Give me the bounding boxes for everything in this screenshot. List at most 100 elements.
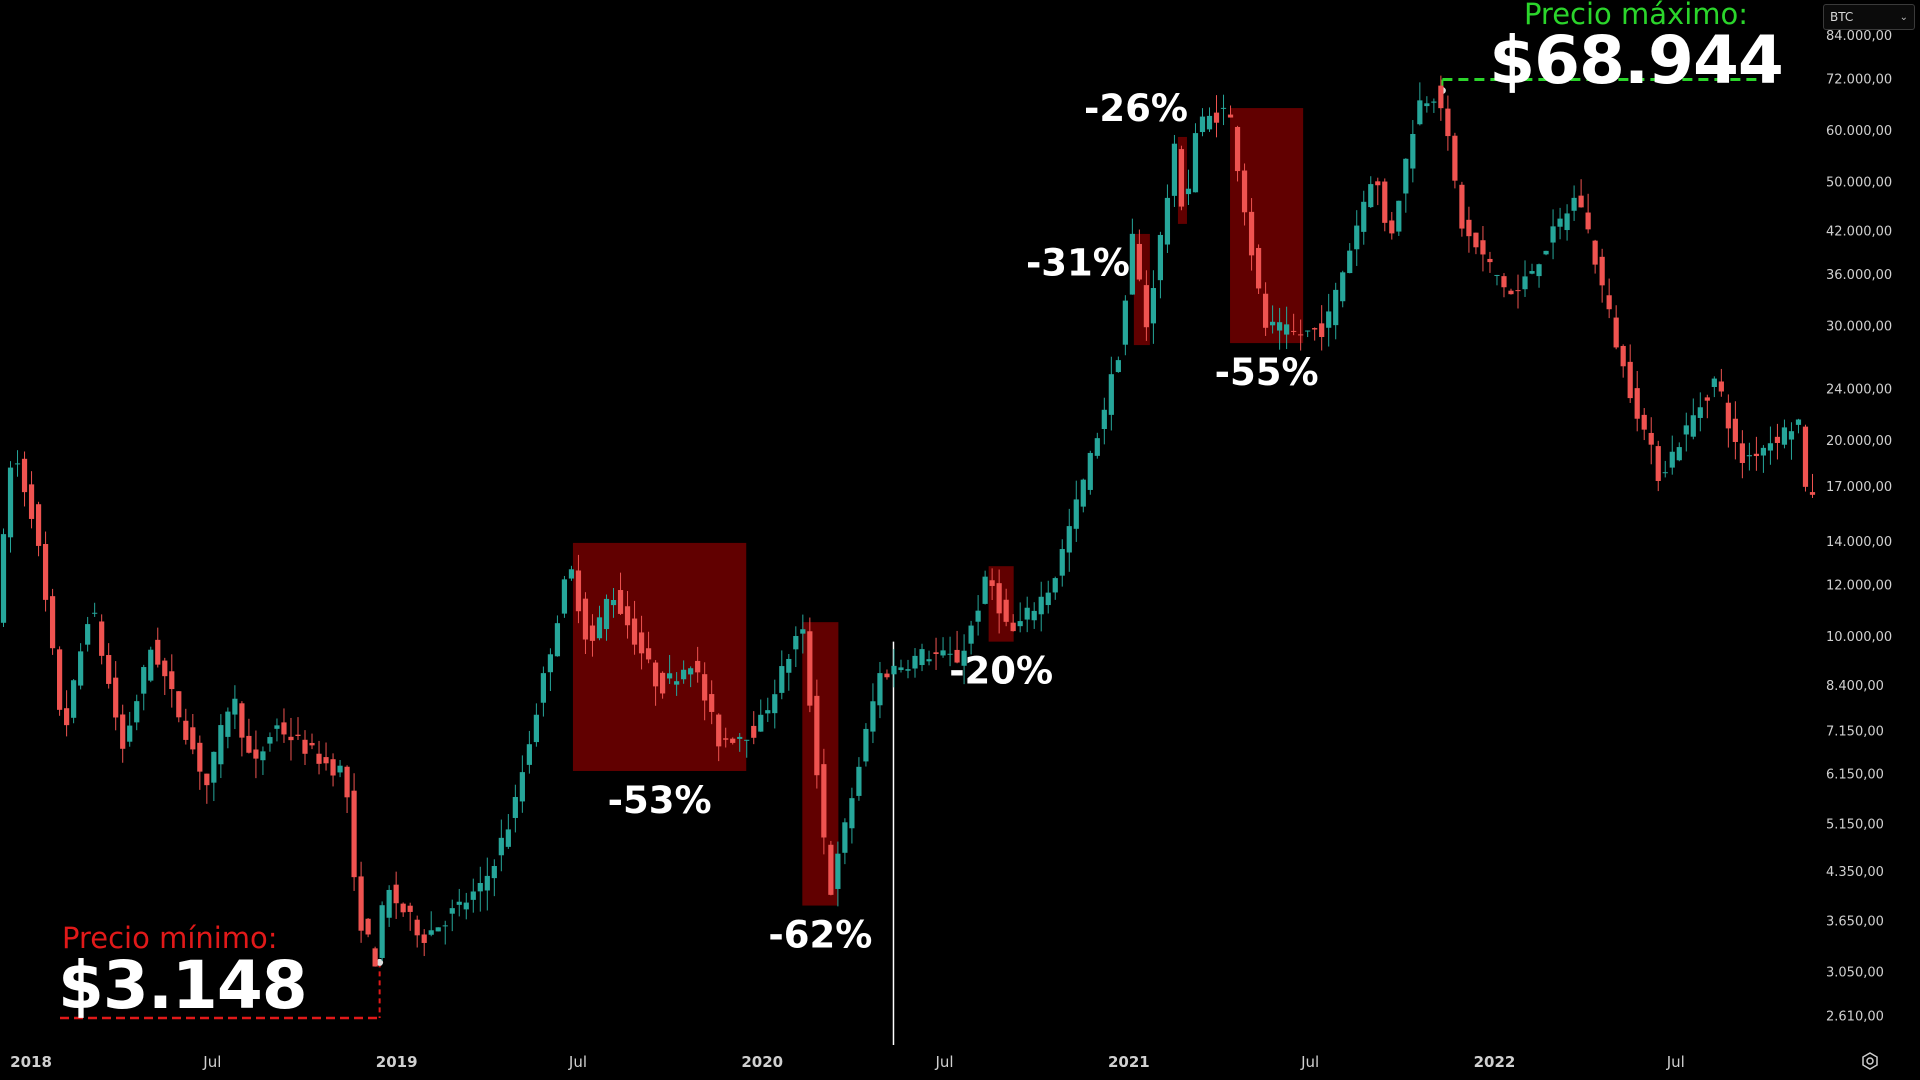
candle-body — [779, 666, 785, 693]
candle-body — [877, 673, 883, 706]
ticker-select[interactable]: BTC ⌄ — [1823, 4, 1915, 30]
candle-body — [933, 652, 939, 654]
y-tick-label: 17.000,00 — [1826, 480, 1892, 495]
candle-body — [1746, 455, 1752, 457]
candle-body — [1655, 446, 1661, 481]
candle-body — [400, 903, 406, 913]
candle-body — [1178, 149, 1185, 207]
candle-body — [1739, 443, 1745, 463]
candle-body — [1220, 107, 1227, 109]
candle-body — [281, 722, 287, 735]
candle-body — [372, 948, 378, 967]
candle-body — [1003, 599, 1009, 622]
candle-body — [1136, 243, 1142, 280]
candle-body — [737, 736, 743, 739]
candle-body — [512, 796, 518, 818]
candle-body — [1262, 293, 1269, 328]
candle-body — [1298, 334, 1304, 336]
candle-body — [1284, 324, 1290, 335]
candle-body — [870, 701, 876, 732]
candle-body — [667, 673, 673, 679]
candle-body — [828, 844, 834, 895]
candle-body — [42, 544, 49, 600]
candle-body — [288, 736, 294, 741]
candle-body — [162, 660, 168, 677]
y-tick-label: 4.350,00 — [1826, 865, 1884, 880]
candle-body — [1234, 126, 1241, 172]
candle-body — [863, 728, 869, 762]
min-price-title: Precio mínimo: — [62, 921, 278, 955]
candle-body — [1732, 418, 1738, 442]
candle-body — [1550, 226, 1556, 243]
candle-body — [21, 458, 28, 493]
x-tick-label: Jul — [202, 1053, 221, 1071]
candle-body — [442, 925, 448, 927]
candle-body — [120, 714, 126, 749]
candle-body — [1417, 100, 1423, 125]
candle-body — [0, 534, 7, 623]
candle-body — [71, 680, 77, 718]
candle-body — [786, 658, 792, 673]
x-tick-label: 2019 — [376, 1053, 418, 1071]
candle-body — [169, 671, 175, 690]
candle-body — [526, 744, 532, 765]
candle-body — [1031, 610, 1037, 621]
candle-body — [64, 708, 70, 726]
candle-body — [568, 569, 575, 579]
candle-body — [1277, 322, 1283, 331]
candle-body — [1305, 330, 1311, 332]
candle-body — [1354, 225, 1360, 250]
candle-body — [1017, 621, 1023, 627]
candle-body — [968, 625, 974, 644]
candle-body — [197, 742, 203, 772]
candle-body — [1129, 233, 1135, 295]
candle-body — [1445, 108, 1451, 137]
candle-body — [905, 669, 911, 671]
candle-body — [1382, 181, 1388, 223]
candle-body — [1396, 200, 1402, 232]
candle-body — [919, 649, 925, 666]
candle-body — [582, 598, 589, 640]
candle-body — [56, 649, 63, 710]
candle-body — [940, 650, 946, 656]
candle-body — [232, 698, 238, 715]
candle-body — [99, 621, 105, 656]
candle-body — [1501, 276, 1507, 288]
candle-body — [800, 629, 806, 634]
drawdown-label: -20% — [949, 650, 1053, 693]
y-axis: 84.000,00 72.000,00 60.000,00 50.000,00 42.0… — [1826, 29, 1892, 1025]
candle-body — [1641, 414, 1647, 430]
candle-body — [106, 655, 112, 684]
y-tick-label: 5.150,00 — [1826, 817, 1884, 832]
candle-body — [477, 882, 483, 892]
candle-body — [674, 681, 680, 685]
candle-body — [1087, 452, 1093, 490]
candle-body — [610, 599, 617, 606]
candle-body — [947, 653, 953, 655]
candle-body — [1143, 285, 1149, 328]
candle-body — [856, 766, 862, 796]
y-tick-label: 8.400,00 — [1826, 679, 1884, 694]
candle-body — [1192, 133, 1199, 193]
chevron-down-icon: ⌄ — [1899, 11, 1908, 23]
candle-body — [323, 757, 329, 764]
candle-body — [1052, 578, 1058, 593]
candle-body — [1529, 271, 1535, 274]
candle-body — [1389, 220, 1395, 234]
candle-body — [659, 672, 666, 694]
x-tick-label: 2021 — [1108, 1053, 1150, 1071]
y-tick-label: 14.000,00 — [1826, 535, 1892, 550]
candle-body — [681, 669, 687, 680]
y-tick-label: 60.000,00 — [1826, 124, 1892, 139]
settings-icon[interactable] — [1860, 1051, 1880, 1071]
candle-body — [1802, 426, 1809, 487]
candle-body — [891, 665, 897, 675]
candle-body — [519, 772, 525, 802]
x-tick-label: Jul — [1300, 1053, 1319, 1071]
candle-body — [183, 720, 189, 740]
candle-body — [1515, 290, 1521, 292]
candle-body — [1108, 374, 1114, 415]
candle-body — [1753, 453, 1759, 457]
